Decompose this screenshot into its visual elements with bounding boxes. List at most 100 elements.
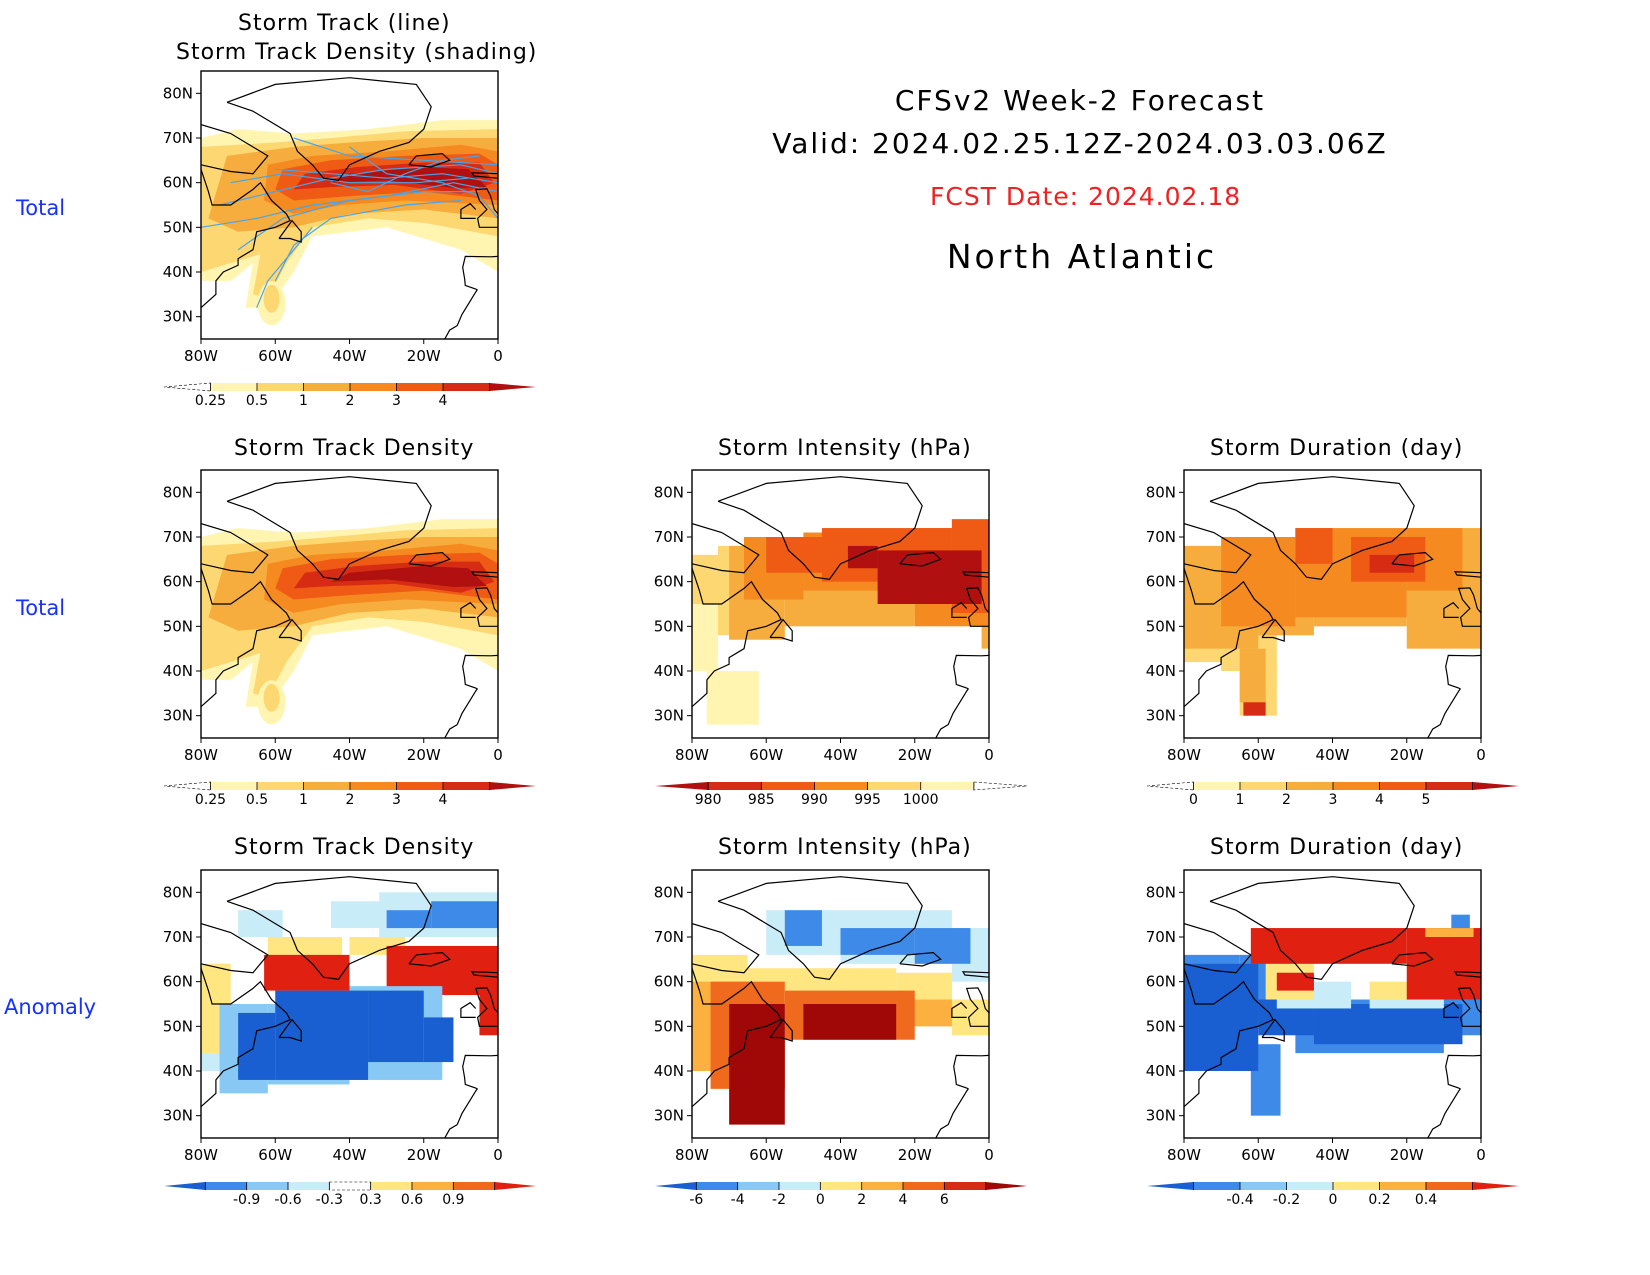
colorbar-label: 0.5 (246, 792, 268, 808)
lat-tick-label: 40N (163, 263, 193, 281)
map-panel-track: 80N 70N 60N 50N 40N 30N 80W 60W 40W 20W 0 0.25 0.5 1 2… (163, 70, 536, 409)
colorbar-segment (1286, 1182, 1333, 1190)
colorbar-label: -0.6 (274, 1192, 301, 1208)
header-region: North Atlantic (946, 237, 1218, 276)
lon-tick-label: 20W (1390, 1146, 1424, 1164)
lon-tick-label: 40W (824, 1146, 858, 1164)
colorbar-label: 0.3 (360, 1192, 382, 1208)
lat-tick-label: 70N (163, 129, 193, 147)
colorbar-label: -0.3 (316, 1192, 343, 1208)
lat-tick-label: 60N (163, 573, 193, 591)
colorbar-label: 990 (801, 792, 828, 808)
colorbar-segment (1146, 781, 1194, 791)
map-panel-density_anom: 80N 70N 60N 50N 40N 30N 80W 60W 40W 20W 0 -0.9 -0.6-… (163, 869, 536, 1208)
colorbar-segment (1240, 1182, 1287, 1190)
lat-tick-label: 60N (654, 973, 684, 991)
colorbar-label: 2 (857, 1192, 866, 1208)
lat-tick-label: 60N (163, 174, 193, 192)
lat-tick-label: 50N (654, 617, 684, 635)
lat-tick-label: 30N (1146, 707, 1176, 725)
colorbar-label: 4 (899, 1192, 908, 1208)
lat-tick-label: 40N (163, 1062, 193, 1080)
lon-tick-label: 20W (1390, 746, 1424, 764)
colorbar-segment (396, 383, 443, 391)
lon-tick-label: 60W (258, 347, 292, 365)
lat-tick-label: 50N (163, 1017, 193, 1035)
colorbar-label: 0.2 (1368, 1192, 1390, 1208)
lat-tick-label: 50N (163, 617, 193, 635)
colorbar-label: 6 (940, 1192, 949, 1208)
lon-tick-label: 60W (258, 746, 292, 764)
lon-tick-label: 80W (184, 746, 218, 764)
colorbar-label: 1 (299, 792, 308, 808)
lat-tick-label: 50N (654, 1017, 684, 1035)
colorbar-label: 0 (1329, 1192, 1338, 1208)
lat-tick-label: 30N (163, 308, 193, 326)
map-panel-intensity_total: 80N 70N 60N 50N 40N 30N 80W 60W 40W 20W 0 980 985 990… (654, 469, 1028, 808)
colorbar-label: 4 (439, 393, 448, 409)
header-valid: Valid: 2024.02.25.12Z-2024.03.03.06Z (772, 127, 1388, 160)
colorbar-label: 3 (1329, 792, 1338, 808)
colorbar-segment (412, 1182, 454, 1190)
colorbar-segment (370, 1182, 412, 1190)
colorbar-label: -2 (772, 1192, 786, 1208)
colorbar-segment (1286, 782, 1333, 790)
colorbar-label: 980 (695, 792, 722, 808)
colorbar-label: 985 (748, 792, 775, 808)
colorbar-label: 0 (1189, 792, 1198, 808)
lat-tick-label: 40N (654, 1062, 684, 1080)
colorbar-label: 0.6 (401, 1192, 423, 1208)
panel-title-density-total: Storm Track Density (234, 436, 475, 461)
lat-tick-label: 50N (163, 218, 193, 236)
colorbar-segment (163, 781, 211, 791)
colorbar-segment (944, 1182, 986, 1190)
lon-tick-label: 60W (1241, 1146, 1275, 1164)
lon-tick-label: 80W (1167, 746, 1201, 764)
lon-tick-label: 40W (333, 347, 367, 365)
colorbar-label: -0.9 (233, 1192, 260, 1208)
lon-tick-label: 60W (1241, 746, 1275, 764)
colorbar-segment (303, 383, 350, 391)
lon-tick-label: 40W (1316, 1146, 1350, 1164)
colorbar-segment (443, 782, 490, 790)
colorbar-segment (350, 782, 397, 790)
lon-tick-label: 80W (675, 1146, 709, 1164)
colorbar-segment (489, 383, 536, 391)
colorbar-segment (288, 1182, 330, 1190)
colorbar-label: 2 (1282, 792, 1291, 808)
colorbar-segment (814, 782, 868, 790)
lon-tick-label: 60W (749, 1146, 783, 1164)
colorbar-label: 0.4 (1415, 1192, 1437, 1208)
colorbar-segment (867, 782, 921, 790)
lat-tick-label: 50N (1146, 1017, 1176, 1035)
lat-tick-label: 70N (1146, 528, 1176, 546)
lat-tick-label: 30N (163, 707, 193, 725)
lon-tick-label: 0 (493, 746, 503, 764)
colorbar-segment (779, 1182, 821, 1190)
lat-tick-label: 30N (1146, 1107, 1176, 1125)
lat-tick-label: 70N (654, 528, 684, 546)
colorbar-label: 1 (1236, 792, 1245, 808)
colorbar-label: 0.25 (195, 792, 226, 808)
colorbar-segment (985, 1182, 1027, 1190)
lat-tick-label: 50N (1146, 617, 1176, 635)
lon-tick-label: 0 (493, 1146, 503, 1164)
colorbar-label: -6 (689, 1192, 703, 1208)
lon-tick-label: 20W (898, 746, 932, 764)
lat-tick-label: 70N (163, 528, 193, 546)
lat-tick-label: 70N (1146, 928, 1176, 946)
colorbar-label: 5 (1422, 792, 1431, 808)
lat-tick-label: 30N (163, 1107, 193, 1125)
row-label-anomaly: Anomaly (4, 995, 97, 1019)
colorbar-label: -0.4 (1226, 1192, 1253, 1208)
map-panel-duration_total: 80N 70N 60N 50N 40N 30N 80W 60W 40W 20W 0 0 1 2 3 4 5 (1146, 469, 1519, 808)
colorbar-segment (1472, 782, 1519, 790)
colorbar-segment (257, 383, 304, 391)
lon-tick-label: 20W (898, 1146, 932, 1164)
colorbar-segment (1379, 1182, 1426, 1190)
colorbar-label: 4 (439, 792, 448, 808)
colorbar-segment (1193, 1182, 1240, 1190)
row-label-total-1: Total (16, 196, 66, 220)
lon-tick-label: 80W (675, 746, 709, 764)
lon-tick-label: 40W (333, 746, 367, 764)
